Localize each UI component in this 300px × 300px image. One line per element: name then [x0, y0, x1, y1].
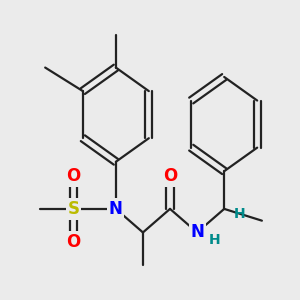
Text: S: S [68, 200, 80, 218]
Text: N: N [190, 224, 204, 242]
Text: O: O [163, 167, 177, 185]
Text: O: O [66, 167, 81, 185]
Text: N: N [109, 200, 123, 218]
Text: O: O [66, 233, 81, 251]
Text: H: H [234, 207, 245, 220]
Text: H: H [209, 232, 220, 247]
